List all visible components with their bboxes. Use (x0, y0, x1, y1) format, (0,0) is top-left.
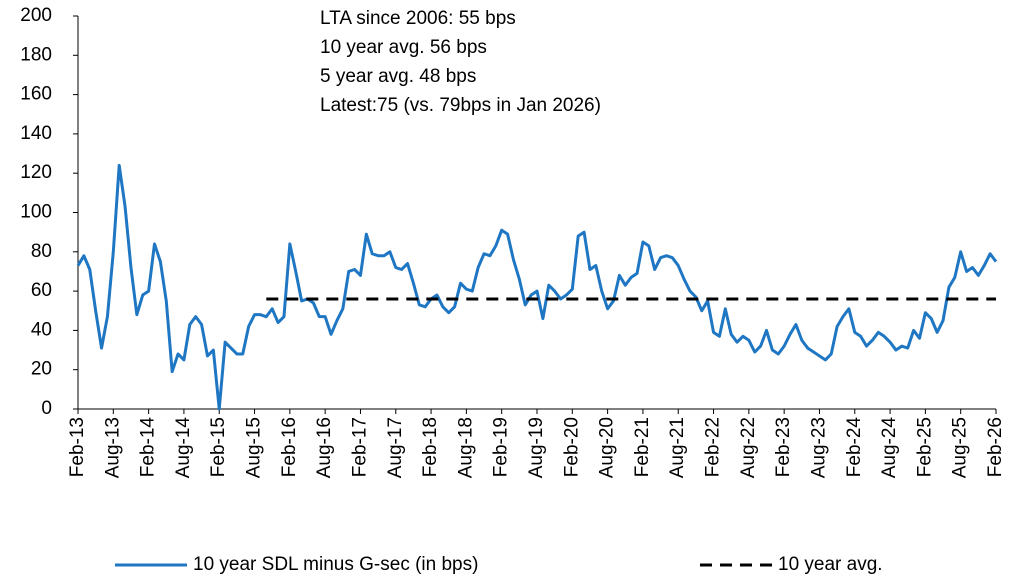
annotation: 10 year avg. 56 bps (320, 37, 487, 58)
x-tick-label: Aug-21 (667, 417, 688, 478)
x-tick-label: Feb-21 (632, 417, 653, 477)
x-tick-label: Aug-18 (455, 417, 476, 478)
x-tick-label: Aug-14 (173, 417, 194, 479)
x-tick-label: Feb-17 (349, 417, 370, 477)
x-tick-label: Feb-13 (67, 417, 88, 477)
y-tick-label: 80 (31, 241, 52, 262)
x-tick-label: Aug-24 (879, 417, 900, 479)
x-tick-label: Aug-16 (314, 417, 335, 478)
x-tick-label: Feb-20 (561, 417, 582, 477)
x-tick-label: Aug-22 (738, 417, 759, 478)
y-tick-label: 40 (31, 319, 52, 340)
x-tick-label: Feb-18 (420, 417, 441, 477)
x-tick-label: Feb-26 (985, 417, 1006, 477)
annotation: 5 year avg. 48 bps (320, 66, 476, 87)
y-tick-label: 60 (31, 280, 52, 301)
y-tick-label: 100 (20, 202, 52, 223)
y-tick-label: 0 (41, 398, 52, 419)
x-tick-label: Aug-17 (385, 417, 406, 478)
x-tick-label: Aug-13 (102, 417, 123, 478)
legend-label: 10 year SDL minus G-sec (in bps) (193, 554, 478, 575)
x-tick-label: Feb-23 (773, 417, 794, 477)
x-tick-label: Feb-19 (491, 417, 512, 477)
y-tick-label: 180 (20, 44, 52, 65)
y-tick-label: 200 (20, 5, 52, 26)
x-tick-label: Feb-15 (208, 417, 229, 477)
series-line (76, 163, 998, 411)
x-tick-label: Feb-22 (703, 417, 724, 477)
x-tick-label: Aug-23 (808, 417, 829, 478)
y-tick-label: 160 (20, 84, 52, 105)
x-tick-label: Feb-24 (844, 417, 865, 478)
x-tick-label: Feb-14 (138, 417, 159, 478)
x-tick-label: Feb-25 (914, 417, 935, 477)
x-tick-label: Aug-25 (950, 417, 971, 478)
y-tick-label: 120 (20, 162, 52, 183)
annotation: Latest:75 (vs. 79bps in Jan 2026) (320, 95, 601, 116)
x-tick-label: Aug-19 (526, 417, 547, 478)
x-tick-label: Aug-15 (244, 417, 265, 478)
y-tick-label: 20 (31, 359, 52, 380)
x-tick-label: Aug-20 (597, 417, 618, 478)
y-tick-label: 140 (20, 123, 52, 144)
x-tick-label: Feb-16 (279, 417, 300, 477)
annotation: LTA since 2006: 55 bps (320, 8, 516, 29)
legend-label: 10 year avg. (778, 554, 883, 575)
